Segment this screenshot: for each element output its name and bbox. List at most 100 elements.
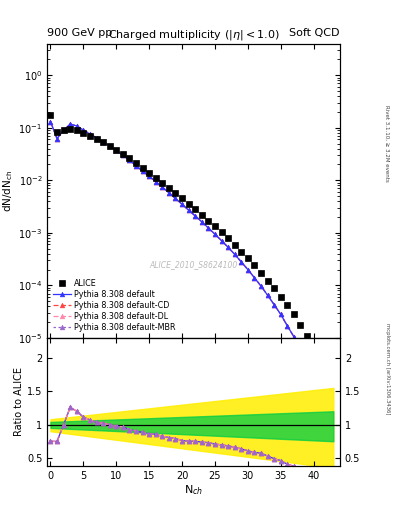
Pythia 8.308 default-CD — [107, 143, 112, 149]
Pythia 8.308 default-MBR — [114, 147, 119, 154]
Pythia 8.308 default-MBR — [285, 323, 290, 329]
Pythia 8.308 default — [246, 266, 250, 272]
Pythia 8.308 default-CD — [147, 173, 151, 179]
Pythia 8.308 default-DL — [232, 251, 237, 258]
Line: ALICE: ALICE — [47, 112, 336, 407]
ALICE — [94, 136, 99, 142]
Pythia 8.308 default-DL — [318, 395, 323, 401]
Pythia 8.308 default-CD — [61, 127, 66, 133]
Pythia 8.308 default-CD — [219, 238, 224, 244]
ALICE — [325, 380, 329, 386]
ALICE — [226, 236, 230, 242]
Pythia 8.308 default — [74, 123, 79, 129]
ALICE — [61, 127, 66, 133]
Pythia 8.308 default — [140, 168, 145, 174]
Pythia 8.308 default-MBR — [153, 179, 158, 185]
Pythia 8.308 default-CD — [114, 147, 119, 154]
Pythia 8.308 default-CD — [193, 213, 198, 219]
Pythia 8.308 default-DL — [311, 377, 316, 383]
Pythia 8.308 default-DL — [94, 135, 99, 141]
Pythia 8.308 default — [331, 440, 336, 446]
Pythia 8.308 default — [252, 274, 257, 281]
Pythia 8.308 default-DL — [213, 231, 217, 237]
Pythia 8.308 default — [311, 377, 316, 383]
Pythia 8.308 default-MBR — [278, 311, 283, 317]
Pythia 8.308 default-DL — [239, 259, 244, 265]
ALICE — [272, 285, 277, 291]
Text: Rivet 3.1.10, ≥ 3.2M events: Rivet 3.1.10, ≥ 3.2M events — [385, 105, 389, 182]
Pythia 8.308 default-MBR — [232, 251, 237, 258]
Pythia 8.308 default-MBR — [311, 377, 316, 383]
Pythia 8.308 default-MBR — [226, 244, 230, 250]
ALICE — [88, 133, 92, 139]
Pythia 8.308 default-MBR — [298, 347, 303, 353]
Pythia 8.308 default-DL — [153, 179, 158, 185]
Pythia 8.308 default — [265, 292, 270, 298]
Pythia 8.308 default-DL — [101, 139, 105, 145]
Pythia 8.308 default-MBR — [199, 219, 204, 225]
Pythia 8.308 default-DL — [219, 238, 224, 244]
Pythia 8.308 default-DL — [173, 196, 178, 202]
Pythia 8.308 default — [285, 323, 290, 329]
Pythia 8.308 default-MBR — [134, 162, 138, 168]
ALICE — [285, 302, 290, 308]
ALICE — [206, 218, 211, 224]
Pythia 8.308 default — [272, 302, 277, 308]
Text: Soft QCD: Soft QCD — [290, 28, 340, 38]
Pythia 8.308 default-MBR — [88, 131, 92, 137]
Pythia 8.308 default-CD — [292, 334, 296, 340]
Pythia 8.308 default — [239, 259, 244, 265]
ALICE — [219, 229, 224, 236]
ALICE — [311, 345, 316, 351]
Pythia 8.308 default-DL — [48, 118, 53, 124]
Pythia 8.308 default-MBR — [219, 238, 224, 244]
Pythia 8.308 default-CD — [127, 157, 132, 163]
Pythia 8.308 default-MBR — [213, 231, 217, 237]
Pythia 8.308 default — [147, 173, 151, 179]
Pythia 8.308 default — [278, 311, 283, 317]
Pythia 8.308 default-DL — [180, 201, 184, 207]
Pythia 8.308 default-CD — [88, 131, 92, 137]
ALICE — [265, 278, 270, 284]
ALICE — [81, 130, 86, 136]
Pythia 8.308 default-MBR — [186, 207, 191, 213]
Pythia 8.308 default-DL — [140, 168, 145, 174]
Pythia 8.308 default-CD — [48, 118, 53, 124]
Pythia 8.308 default-MBR — [121, 152, 125, 158]
ALICE — [167, 185, 171, 191]
Pythia 8.308 default-MBR — [55, 136, 59, 142]
Pythia 8.308 default-DL — [285, 323, 290, 329]
Pythia 8.308 default-CD — [311, 377, 316, 383]
Pythia 8.308 default-MBR — [252, 274, 257, 281]
Pythia 8.308 default — [305, 360, 309, 366]
ALICE — [107, 143, 112, 149]
Pythia 8.308 default-DL — [278, 311, 283, 317]
Pythia 8.308 default-MBR — [318, 395, 323, 401]
Pythia 8.308 default-CD — [94, 135, 99, 141]
Pythia 8.308 default-DL — [114, 147, 119, 154]
Pythia 8.308 default-CD — [206, 225, 211, 231]
Pythia 8.308 default-CD — [305, 360, 309, 366]
Pythia 8.308 default — [226, 244, 230, 250]
Legend: ALICE, Pythia 8.308 default, Pythia 8.308 default-CD, Pythia 8.308 default-DL, P: ALICE, Pythia 8.308 default, Pythia 8.30… — [51, 278, 177, 334]
Pythia 8.308 default-CD — [213, 231, 217, 237]
Pythia 8.308 default-MBR — [81, 127, 86, 133]
Pythia 8.308 default-MBR — [61, 127, 66, 133]
Pythia 8.308 default-DL — [61, 127, 66, 133]
ALICE — [186, 201, 191, 207]
ALICE — [121, 152, 125, 158]
ALICE — [278, 293, 283, 300]
Pythia 8.308 default-MBR — [259, 283, 263, 289]
Y-axis label: dN/dN$_\mathrm{ch}$: dN/dN$_\mathrm{ch}$ — [2, 169, 15, 212]
Pythia 8.308 default-DL — [107, 143, 112, 149]
ALICE — [252, 262, 257, 268]
Pythia 8.308 default — [68, 121, 73, 127]
ALICE — [48, 112, 53, 118]
Pythia 8.308 default-MBR — [167, 189, 171, 196]
Pythia 8.308 default-CD — [246, 266, 250, 272]
Pythia 8.308 default-DL — [74, 123, 79, 129]
Pythia 8.308 default-DL — [252, 274, 257, 281]
Pythia 8.308 default-CD — [55, 136, 59, 142]
Pythia 8.308 default-CD — [272, 302, 277, 308]
Pythia 8.308 default-CD — [232, 251, 237, 258]
